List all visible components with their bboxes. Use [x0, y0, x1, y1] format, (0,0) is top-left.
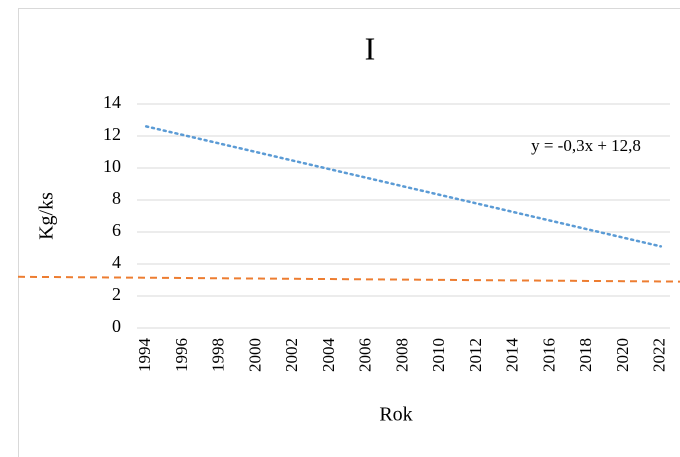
- reference-line: [17, 275, 680, 283]
- y-tick-label: 0: [112, 316, 121, 336]
- y-tick-label: 10: [103, 156, 121, 176]
- x-tick-label: 1998: [209, 338, 228, 372]
- x-tick-label: 2008: [392, 338, 411, 372]
- x-tick-label: 1994: [135, 338, 154, 373]
- trendline-equation: y = -0,3x + 12,8: [531, 136, 641, 155]
- x-tick-label: 1996: [172, 338, 191, 372]
- x-axis-label: Rok: [379, 404, 412, 426]
- y-tick-label: 4: [112, 252, 121, 272]
- x-tick-label: 2002: [282, 338, 301, 372]
- x-tick-label: 2014: [503, 338, 522, 373]
- x-tick-label: 2004: [319, 338, 338, 373]
- x-tick-label: 2018: [576, 338, 595, 372]
- y-tick-label: 12: [103, 124, 121, 144]
- y-tick-label: 8: [112, 188, 121, 208]
- x-tick-label: 2010: [429, 338, 448, 372]
- x-tick-label: 2022: [650, 338, 669, 372]
- x-tick-label: 2020: [613, 338, 632, 372]
- chart-frame: [18, 8, 680, 457]
- x-tick-label: 2016: [539, 338, 558, 372]
- y-axis-label: Kg/ks: [36, 192, 58, 240]
- y-tick-label: 14: [103, 92, 121, 112]
- x-tick-label: 2000: [245, 338, 264, 372]
- chart-title: I: [365, 30, 376, 66]
- y-tick-label: 2: [112, 284, 121, 304]
- trendline: [144, 125, 663, 248]
- y-tick-label: 6: [112, 220, 121, 240]
- x-tick-label: 2006: [356, 338, 375, 372]
- x-tick-label: 2012: [466, 338, 485, 372]
